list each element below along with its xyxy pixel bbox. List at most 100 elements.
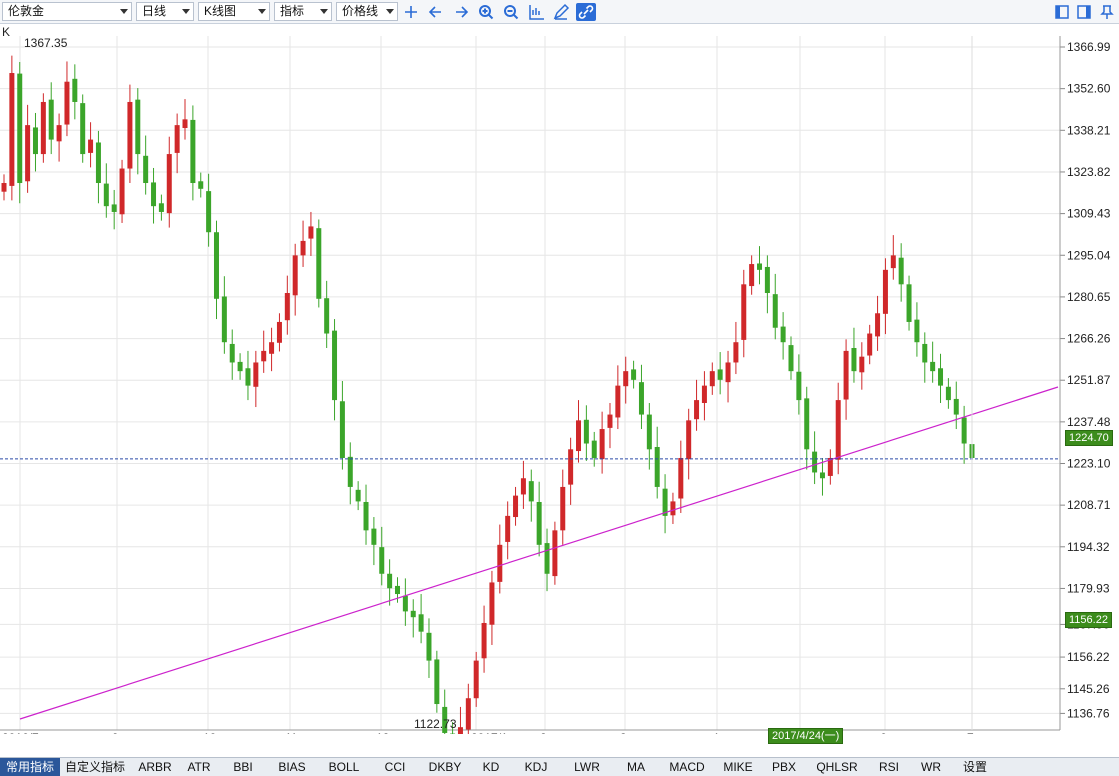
link-icon[interactable]: [576, 3, 596, 21]
candle-body: [402, 595, 408, 612]
symbol-select[interactable]: 伦敦金: [2, 2, 132, 21]
candle-body: [135, 99, 141, 155]
indicator-tab[interactable]: KDJ: [524, 760, 548, 774]
indicator-tab[interactable]: PBX: [771, 760, 796, 774]
zoom-out-icon[interactable]: [501, 3, 521, 21]
candles-layer: [1, 55, 975, 734]
indicator-tab[interactable]: MA: [627, 760, 645, 774]
candle-body: [276, 321, 282, 343]
candle-body: [560, 486, 566, 531]
indicator-tab[interactable]: 自定义指标: [64, 760, 125, 774]
candle-body: [513, 495, 519, 518]
candle-body: [308, 226, 314, 239]
window-restore-icon[interactable]: [1074, 3, 1094, 21]
candle-body: [206, 191, 212, 233]
panel-icon[interactable]: [1052, 3, 1072, 21]
indicator-tab[interactable]: ATR: [187, 760, 211, 774]
kline-chart[interactable]: 1366.99 1352.60 1338.21 1323.82 1309.43 1295.…: [0, 24, 1119, 734]
indicator-tab[interactable]: 常用指标: [0, 758, 60, 776]
price-label: 1194.32: [1067, 540, 1110, 554]
period-select[interactable]: 日线: [136, 2, 194, 21]
chart-type-select[interactable]: K线图: [198, 2, 270, 21]
chart-type-label: K线图: [204, 4, 237, 18]
pencil-icon[interactable]: [551, 3, 571, 21]
price-line-select[interactable]: 价格线: [336, 2, 398, 21]
indicator-tab[interactable]: DKBY: [428, 760, 462, 774]
price-label: 1156.22: [1067, 650, 1110, 664]
toolbar: 伦敦金 日线 K线图 指标 价格线: [0, 0, 1119, 24]
candle-body: [819, 472, 825, 479]
indicator-tab[interactable]: LWR: [574, 760, 600, 774]
indicator-tab[interactable]: RSI: [878, 760, 899, 774]
price-label: 1280.65: [1067, 290, 1111, 304]
indicator-tab[interactable]: BIAS: [278, 760, 306, 774]
price-label: 1251.87: [1067, 373, 1111, 387]
chevron-down-icon: [120, 9, 128, 14]
candle-body: [544, 543, 550, 574]
candle-body: [355, 489, 361, 502]
indicator-select[interactable]: 指标: [274, 2, 332, 21]
price-label: 1295.04: [1067, 248, 1111, 262]
candle-body: [300, 240, 306, 256]
indicator-tab[interactable]: BBI: [233, 760, 253, 774]
indicator-tab[interactable]: CCI: [384, 760, 406, 774]
indicator-tab-bar: 常用指标 自定义指标 ARBR ATR BBI BIAS BOLL CCI DKBY KD KDJ L…: [0, 757, 1119, 776]
candle-body: [261, 350, 267, 362]
candle-body: [568, 449, 574, 485]
candle-body: [32, 127, 38, 155]
candle-body: [434, 659, 440, 705]
candle-body: [733, 342, 739, 363]
candle-body: [882, 269, 888, 314]
chevron-down-icon: [182, 9, 190, 14]
candle-body: [9, 73, 15, 186]
axis-settings-icon[interactable]: [526, 3, 546, 21]
candle-body: [725, 362, 731, 383]
candle-body: [709, 371, 715, 387]
candle-body: [40, 101, 46, 155]
candle-body: [961, 417, 967, 444]
candle-body: [859, 356, 865, 373]
candle-body: [347, 456, 353, 487]
indicator-tab[interactable]: BOLL: [328, 760, 360, 774]
arrow-left-icon[interactable]: [426, 3, 446, 21]
candle-body: [72, 78, 78, 102]
arrow-right-icon[interactable]: [451, 3, 471, 21]
candle-body: [174, 125, 180, 153]
price-label: 1237.48: [1067, 415, 1111, 429]
indicator-tab[interactable]: KD: [482, 760, 500, 774]
indicator-tab[interactable]: 设置: [962, 760, 987, 774]
indicator-tab[interactable]: MACD: [669, 760, 705, 774]
indicator-tab[interactable]: QHLSR: [816, 760, 858, 774]
candle-body: [316, 228, 322, 299]
crosshair-icon[interactable]: [401, 3, 421, 21]
candle-body: [780, 326, 786, 343]
candle-body: [103, 183, 109, 207]
period-label: 日线: [142, 4, 167, 18]
candle-body: [190, 119, 196, 184]
candle-body: [213, 232, 219, 299]
zoom-in-icon[interactable]: [476, 3, 496, 21]
candle-body: [119, 168, 125, 215]
candle-body: [906, 284, 912, 322]
candle-body: [631, 369, 637, 380]
candle-body: [576, 420, 582, 452]
indicator-tab[interactable]: ARBR: [138, 760, 172, 774]
candle-body: [552, 530, 558, 577]
candle-body: [88, 139, 94, 153]
candle-body: [898, 257, 904, 285]
indicator-tab[interactable]: WR: [921, 760, 941, 774]
pin-icon[interactable]: [1097, 3, 1117, 21]
candle-body: [442, 706, 448, 733]
candle-body: [64, 81, 70, 125]
candle-body: [701, 385, 707, 403]
candle-body: [623, 371, 629, 387]
date-label: 10: [203, 731, 217, 734]
candle-body: [528, 481, 534, 502]
candle-body: [25, 125, 31, 182]
candle-body: [678, 457, 684, 499]
indicator-label: 指标: [280, 4, 305, 18]
indicator-tab[interactable]: MIKE: [723, 760, 753, 774]
candle-body: [646, 414, 652, 450]
candle-body: [867, 333, 873, 356]
candle-body: [835, 400, 841, 460]
